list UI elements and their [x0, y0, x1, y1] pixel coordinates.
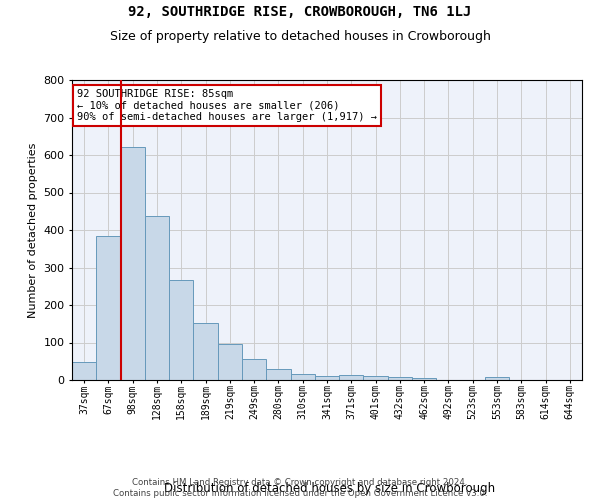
Text: Contains HM Land Registry data © Crown copyright and database right 2024.
Contai: Contains HM Land Registry data © Crown c… — [113, 478, 487, 498]
Bar — [218, 344, 242, 380]
Bar — [290, 374, 315, 380]
Bar — [412, 378, 436, 380]
Bar — [388, 377, 412, 380]
Bar — [485, 378, 509, 380]
Bar — [193, 322, 218, 380]
Bar — [121, 147, 145, 380]
Bar — [364, 376, 388, 380]
Bar — [315, 376, 339, 380]
Bar — [145, 216, 169, 380]
Bar — [169, 280, 193, 380]
Bar — [266, 369, 290, 380]
Bar — [72, 362, 96, 380]
Y-axis label: Number of detached properties: Number of detached properties — [28, 142, 38, 318]
Text: Distribution of detached houses by size in Crowborough: Distribution of detached houses by size … — [164, 482, 496, 495]
Bar — [242, 360, 266, 380]
Bar — [96, 236, 121, 380]
Text: 92 SOUTHRIDGE RISE: 85sqm
← 10% of detached houses are smaller (206)
90% of semi: 92 SOUTHRIDGE RISE: 85sqm ← 10% of detac… — [77, 89, 377, 122]
Text: 92, SOUTHRIDGE RISE, CROWBOROUGH, TN6 1LJ: 92, SOUTHRIDGE RISE, CROWBOROUGH, TN6 1L… — [128, 5, 472, 19]
Text: Size of property relative to detached houses in Crowborough: Size of property relative to detached ho… — [110, 30, 490, 43]
Bar — [339, 375, 364, 380]
